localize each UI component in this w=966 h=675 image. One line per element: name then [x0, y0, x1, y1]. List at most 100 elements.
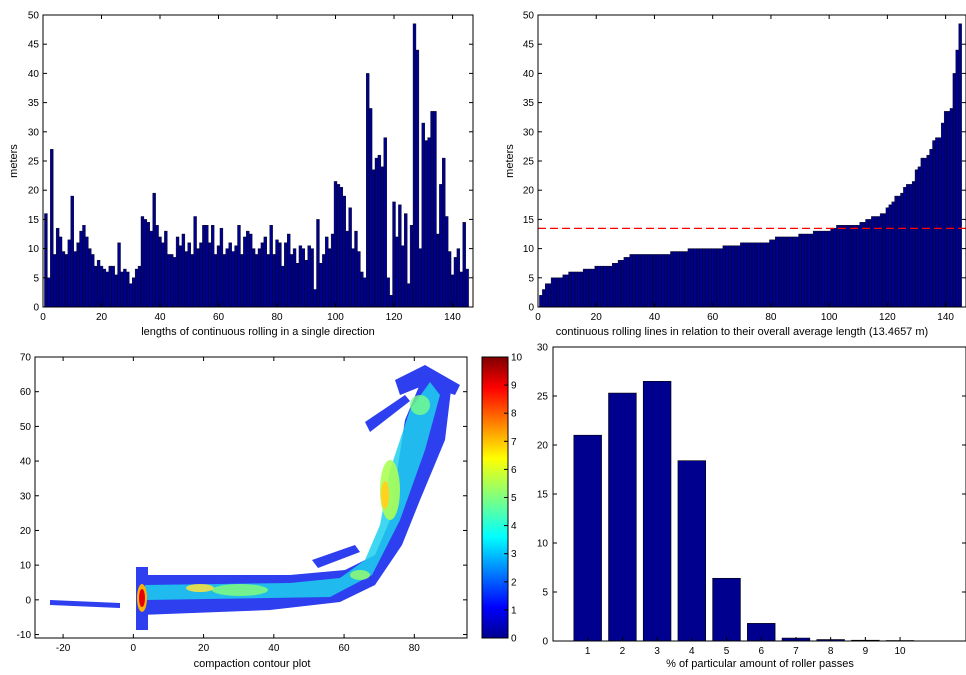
bar — [909, 184, 913, 308]
bar — [676, 251, 680, 308]
bar — [550, 277, 555, 308]
x-tick-label: 40 — [649, 312, 661, 323]
y-tick-label: 10 — [20, 561, 32, 572]
y-tick-label: 30 — [523, 127, 535, 138]
x-tick-label: 120 — [879, 312, 896, 323]
bar — [427, 137, 431, 308]
bar — [926, 154, 930, 308]
bar — [580, 271, 584, 308]
y-tick-label: 0 — [528, 303, 534, 314]
x-tick-label: 60 — [213, 312, 225, 323]
y-tick-label: 45 — [28, 40, 40, 51]
bar — [79, 230, 83, 308]
contour-high — [137, 395, 430, 612]
bar — [50, 149, 54, 308]
bar — [202, 225, 206, 308]
bar — [155, 225, 159, 308]
bar — [392, 201, 396, 308]
bar — [61, 251, 66, 308]
x-ticks-bottom-right: 1 2 3 4 5 6 7 8 9 10 — [585, 637, 906, 657]
bar — [58, 236, 63, 308]
bar — [137, 265, 142, 308]
bar — [281, 265, 285, 308]
bar — [170, 254, 174, 308]
bar — [319, 263, 323, 308]
bar — [757, 242, 761, 308]
colorbar-tick-label: 5 — [511, 493, 517, 504]
bar — [85, 236, 89, 308]
bar — [684, 251, 689, 308]
bar — [181, 233, 186, 308]
bar — [108, 265, 112, 308]
x-tick-label: 20 — [198, 643, 210, 654]
bar — [465, 268, 469, 308]
x-tick-label: 4 — [689, 646, 695, 657]
y-tick-label: 15 — [537, 490, 549, 501]
bar — [88, 248, 92, 308]
y-tick-label: 60 — [20, 387, 32, 398]
bar — [588, 268, 593, 308]
bar — [161, 242, 165, 308]
x-axis-label-bottom-left: compaction contour plot — [194, 658, 311, 670]
colorbar-tick-label: 4 — [511, 521, 517, 532]
bar — [778, 236, 782, 308]
bar — [617, 260, 622, 308]
bar — [240, 254, 244, 308]
x-ticks-top-right: 0 20 40 60 80 100 120 140 — [535, 15, 954, 323]
bar — [158, 236, 162, 308]
x-ticks-top-left: 0 20 40 60 80 100 120 140 — [40, 15, 461, 323]
y-tick-label: 10 — [28, 244, 40, 255]
bar — [47, 277, 51, 308]
bar — [748, 242, 753, 308]
bar — [269, 225, 273, 308]
bar — [307, 245, 311, 308]
bar — [943, 111, 948, 308]
y-ticks-bottom-right: 0 5 10 15 20 25 30 — [537, 343, 966, 648]
bar — [553, 277, 558, 308]
bar — [917, 166, 922, 308]
bar — [763, 242, 767, 308]
bar — [64, 254, 69, 308]
bar — [123, 268, 127, 308]
x-ticks-bottom-left: -20 0 20 40 60 80 — [56, 357, 420, 654]
x-axis-label-bottom-right: % of particular amount of roller passes — [666, 658, 854, 670]
y-axis-label-top-right: meters — [504, 144, 516, 178]
bar — [254, 254, 259, 308]
bar — [251, 248, 256, 308]
x-tick-label: 60 — [707, 312, 719, 323]
bar — [871, 216, 875, 308]
bar — [216, 245, 221, 308]
bar — [810, 233, 814, 308]
bar — [415, 49, 420, 308]
bar — [766, 242, 770, 308]
colorbar-tick-label: 10 — [511, 353, 523, 364]
bar — [243, 236, 247, 308]
bar — [603, 265, 607, 308]
bar — [266, 254, 270, 308]
bar — [696, 248, 700, 308]
bar — [357, 251, 361, 308]
x-tick-label: 80 — [271, 312, 283, 323]
bar — [380, 166, 384, 308]
bar — [677, 460, 707, 642]
bar — [272, 254, 276, 308]
bars-bottom-right — [573, 380, 915, 642]
bar — [562, 274, 566, 308]
x-tick-label: 0 — [535, 312, 541, 323]
bar — [421, 122, 425, 308]
bar — [638, 254, 642, 308]
bar — [436, 233, 440, 308]
x-tick-label: 9 — [863, 646, 869, 657]
bar — [167, 254, 171, 308]
x-tick-label: 40 — [154, 312, 166, 323]
bar — [772, 239, 776, 308]
bar — [888, 204, 892, 308]
bar — [591, 268, 595, 308]
bar — [609, 265, 613, 308]
chart-bottom-left: -20 0 20 40 60 80 -10 0 10 20 30 40 50 60 70 compacti… — [17, 353, 468, 670]
bars-top-left — [44, 23, 469, 308]
y-tick-label: 25 — [537, 392, 549, 403]
bar — [377, 154, 382, 308]
bar — [328, 248, 332, 308]
bar — [568, 271, 572, 308]
